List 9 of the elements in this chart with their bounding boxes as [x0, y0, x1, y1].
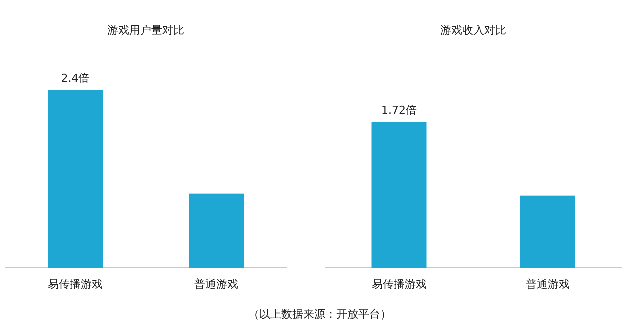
x-tick-label: 普通游戏	[194, 278, 238, 291]
data-label: 1.72倍	[382, 104, 417, 117]
x-tick-label: 普通游戏	[526, 278, 570, 291]
chart-title: 游戏收入对比	[440, 24, 506, 37]
data-label: 2.4倍	[61, 72, 90, 85]
x-tick-label: 易传播游戏	[48, 278, 103, 291]
chart-title: 游戏用户量对比	[108, 24, 184, 37]
x-tick-label: 易传播游戏	[372, 278, 427, 291]
text: （以上数据来源：开放平台）	[248, 308, 392, 321]
